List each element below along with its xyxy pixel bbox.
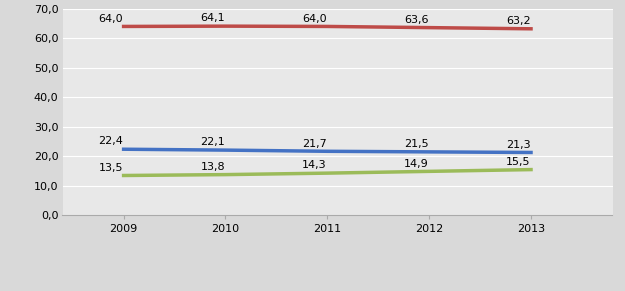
w wieku poprodukcyjnym: [222, 173, 229, 176]
Text: 64,0: 64,0: [302, 14, 327, 24]
Text: 22,1: 22,1: [201, 137, 225, 147]
Text: 64,1: 64,1: [201, 13, 225, 23]
w wieku poprodukcyjnym: [324, 171, 331, 175]
w wieku produkcyjnym: [426, 26, 433, 29]
w wieku produkcyjnym: [222, 24, 229, 28]
Line: w wieku przedprodukcyjnym: w wieku przedprodukcyjnym: [124, 149, 531, 152]
w wieku przedprodukcyjnym: [528, 151, 535, 154]
w wieku produkcyjnym: [324, 25, 331, 28]
Text: 21,5: 21,5: [404, 139, 429, 149]
w wieku przedprodukcyjnym: [120, 148, 127, 151]
Text: 22,4: 22,4: [99, 136, 124, 146]
w wieku przedprodukcyjnym: [426, 150, 433, 154]
w wieku produkcyjnym: [528, 27, 535, 31]
Text: 63,2: 63,2: [506, 16, 531, 26]
Text: 13,5: 13,5: [99, 163, 123, 173]
Line: w wieku produkcyjnym: w wieku produkcyjnym: [124, 26, 531, 29]
w wieku poprodukcyjnym: [528, 168, 535, 171]
w wieku przedprodukcyjnym: [324, 150, 331, 153]
Legend: w wieku przedprodukcyjnym, w wieku produkcyjnym, w wieku poprodukcyjnym: w wieku przedprodukcyjnym, w wieku produ…: [68, 287, 608, 291]
Text: 21,7: 21,7: [302, 139, 327, 148]
Text: 64,0: 64,0: [99, 14, 123, 24]
Text: 14,9: 14,9: [404, 159, 429, 168]
Line: w wieku poprodukcyjnym: w wieku poprodukcyjnym: [124, 170, 531, 175]
Text: 21,3: 21,3: [506, 140, 531, 150]
Text: 63,6: 63,6: [404, 15, 429, 25]
Text: 14,3: 14,3: [302, 160, 327, 170]
w wieku poprodukcyjnym: [120, 174, 127, 177]
w wieku przedprodukcyjnym: [222, 148, 229, 152]
w wieku poprodukcyjnym: [426, 170, 433, 173]
w wieku produkcyjnym: [120, 25, 127, 28]
Text: 15,5: 15,5: [506, 157, 531, 167]
Text: 13,8: 13,8: [201, 162, 225, 172]
